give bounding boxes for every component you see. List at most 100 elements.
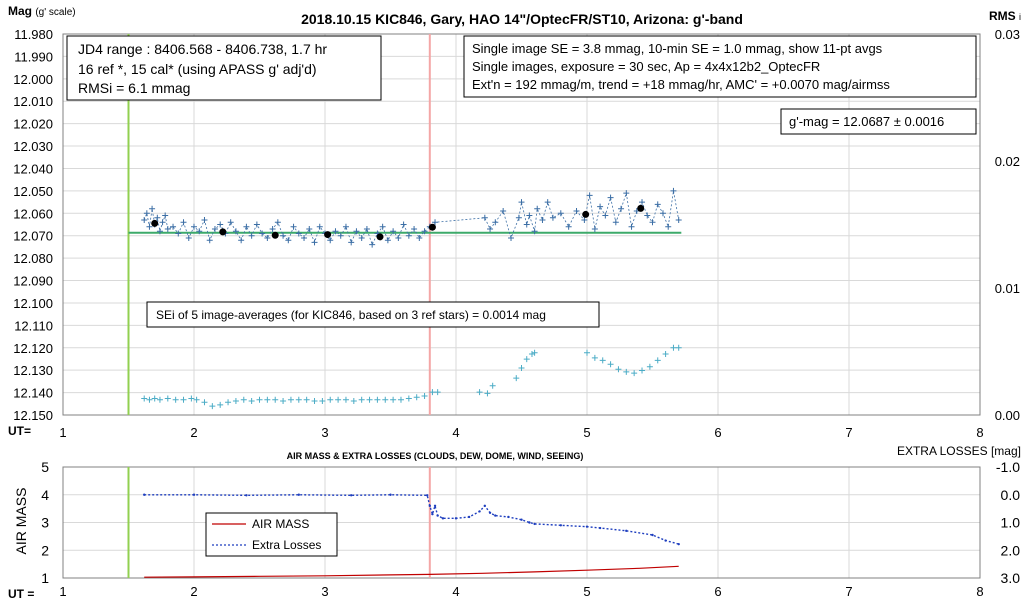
extra-losses-point: [425, 494, 429, 497]
star-point: [327, 237, 334, 244]
star-point: [659, 210, 666, 217]
bottom-x-tick-label: 5: [583, 584, 590, 599]
star-point: [295, 230, 302, 237]
star-point: [518, 199, 525, 206]
rms-point: [193, 396, 200, 403]
star-point: [628, 223, 635, 230]
info-box-left-line-3: RMSi = 6.1 mmag: [78, 80, 190, 96]
top-y-tick-label: 11.990: [14, 49, 53, 64]
bottom-x-ticks: 1 2 3 4 5 6 7 8: [59, 584, 983, 599]
star-point: [156, 228, 163, 235]
rms-point: [654, 357, 661, 364]
extra-losses-point: [483, 504, 487, 508]
star-point: [196, 228, 203, 235]
rms-point: [670, 344, 677, 351]
bottom-y-tick-label: 3: [41, 515, 49, 531]
star-point: [390, 228, 397, 235]
star-point: [306, 225, 313, 232]
star-point: [274, 219, 281, 226]
bottom-y2-axis-label: EXTRA LOSSES [mag]: [897, 444, 1021, 458]
bottom-plot-area: [62, 466, 981, 579]
info-box-left-line-2: 16 ref *, 15 cal* (using APASS g' adj'd): [78, 61, 317, 77]
rms-point: [156, 396, 163, 403]
average-point: [582, 210, 590, 218]
star-series-line: [143, 190, 680, 246]
extra-losses-point: [192, 493, 196, 496]
bottom-y-tick-label: 2: [41, 542, 49, 558]
top-y2-ticks: 0.03 0.02 0.01 0.00: [995, 27, 1020, 423]
average-point: [219, 228, 227, 236]
top-marks: [128, 187, 682, 410]
rms-point: [631, 370, 638, 377]
rms-point: [607, 361, 614, 368]
extra-losses-point: [559, 524, 562, 527]
rms-point: [141, 395, 148, 402]
star-point: [146, 223, 153, 230]
star-point: [154, 214, 161, 221]
bottom-x-tick-label: 2: [190, 584, 197, 599]
top-y-tick-label: 12.110: [14, 318, 53, 333]
rms-point: [584, 349, 590, 356]
bottom-x-tick-label: 6: [714, 584, 721, 599]
star-point: [675, 217, 682, 224]
rms-point: [518, 365, 525, 372]
star-point: [644, 212, 651, 219]
rms-point: [429, 389, 436, 396]
star-point: [170, 223, 177, 230]
average-point: [637, 204, 645, 212]
rms-point: [335, 396, 342, 403]
extra-losses-point: [651, 533, 654, 537]
gmag-box: g'-mag = 12.0687 ± 0.0016: [780, 108, 977, 135]
top-y-tick-label: 12.060: [13, 206, 53, 221]
star-point: [602, 212, 609, 219]
bottom-chart-title: AIR MASS & EXTRA LOSSES (CLOUDS, DEW, DO…: [287, 451, 584, 461]
bottom-marks: [143, 493, 680, 578]
average-point: [428, 223, 436, 231]
rms-point: [484, 390, 491, 397]
rms-point: [146, 396, 153, 403]
star-point: [500, 208, 507, 215]
rms-point: [164, 395, 171, 402]
top-x-tick-label: 7: [845, 425, 852, 440]
rms-point: [280, 398, 287, 405]
bottom-x-tick-label: 7: [845, 584, 852, 599]
bottom-y-tick-label: 5: [41, 459, 49, 475]
top-y-tick-label: 12.030: [13, 139, 53, 154]
star-point: [515, 214, 522, 221]
top-x-ticks: 1 2 3 4 5 6 7 8: [59, 425, 983, 440]
rms-point: [201, 399, 208, 406]
extra-losses-point: [598, 526, 602, 530]
rms-point: [374, 396, 381, 403]
bottom-y2-tick-label: 0.0: [1001, 487, 1021, 503]
star-point: [565, 223, 572, 230]
extra-losses-point: [431, 512, 434, 516]
star-point: [206, 237, 213, 244]
star-point: [384, 237, 391, 244]
legend-label-air-mass: AIR MASS: [252, 517, 309, 531]
top-y-tick-label: 12.010: [13, 94, 53, 109]
star-point: [481, 214, 488, 221]
bottom-x-tick-label: 8: [976, 584, 983, 599]
rms-point: [366, 396, 373, 403]
rms-point: [311, 398, 318, 405]
bottom-y2-ticks: -1.0 0.0 1.0 2.0 3.0: [996, 459, 1020, 586]
star-point: [508, 234, 515, 241]
average-point: [151, 219, 159, 227]
star-point: [285, 237, 292, 244]
star-point: [400, 221, 407, 228]
extra-losses-point: [428, 504, 431, 508]
sei-text: SEi of 5 image-averages (for KIC846, bas…: [156, 308, 546, 322]
rms-point: [327, 396, 334, 403]
top-y-tick-label: 12.150: [13, 408, 53, 423]
rms-point: [264, 396, 271, 403]
extra-losses-point: [478, 510, 481, 513]
extra-losses-point: [533, 522, 536, 526]
star-point: [612, 219, 619, 226]
legend: AIR MASS Extra Losses: [205, 512, 338, 557]
air-mass-line: [144, 565, 679, 578]
top-x-tick-label: 1: [59, 425, 66, 440]
bottom-y2-tick-label: 3.0: [1001, 570, 1021, 586]
extra-losses-point: [245, 494, 248, 497]
top-x-tick-label: 4: [452, 425, 459, 440]
top-y2-tick-label: 0.01: [995, 281, 1020, 296]
